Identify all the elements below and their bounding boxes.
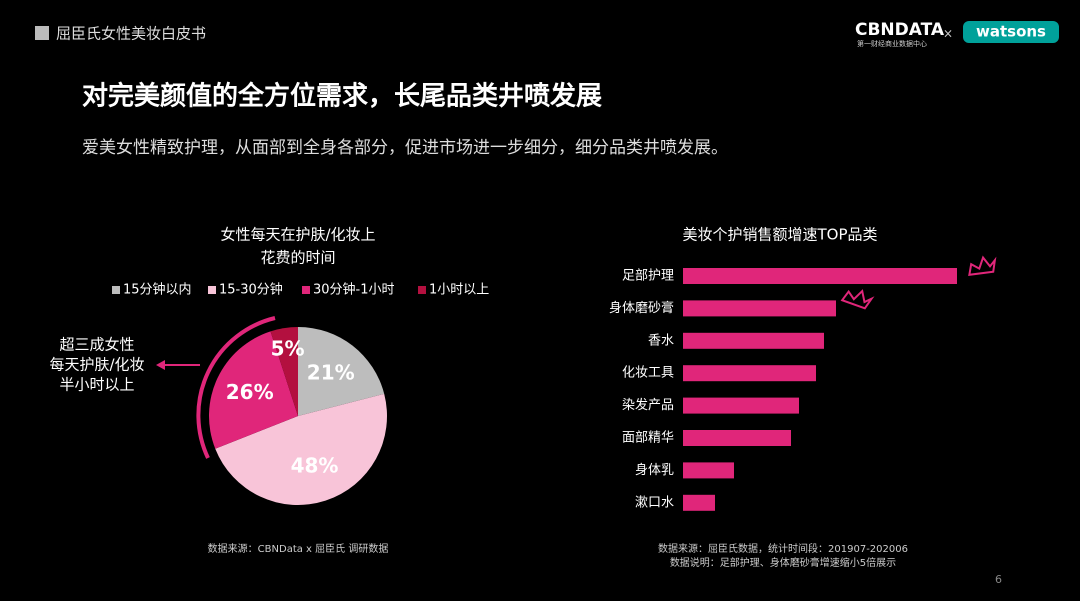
bar	[683, 430, 791, 446]
logo-sub: 第一财经商业数据中心	[857, 39, 927, 48]
bar	[683, 494, 715, 511]
partner-logo-bg	[963, 21, 1059, 43]
slide-title: 对完美颜值的全方位需求，长尾品类井喷发展	[82, 81, 602, 112]
category-label: 化妆工具	[622, 366, 674, 381]
annotation-arrowhead	[156, 360, 165, 370]
bar	[683, 462, 734, 479]
slide-subtitle: 爱美女性精致护理，从面部到全身各部分，促进市场进一步细分，细分品类井喷发展。	[82, 138, 728, 158]
source-note: 数据来源：CBNData x 屈臣氏 调研数据	[208, 542, 389, 555]
legend-label: 15-30分钟	[219, 282, 283, 298]
category-label: 面部精华	[622, 431, 674, 446]
pie-slice	[270, 327, 298, 416]
bar	[683, 332, 824, 349]
category-label: 身体乳	[635, 462, 674, 478]
category-label: 足部护理	[622, 269, 674, 284]
pie-slice	[215, 393, 388, 506]
pie-slice	[298, 327, 385, 416]
legend-swatch	[418, 286, 426, 294]
category-label: 身体磨砂膏	[609, 300, 674, 316]
annotation: 超三成女性	[59, 336, 134, 354]
data-label: 26%	[226, 380, 274, 404]
data-label: 5%	[271, 337, 305, 361]
logo-separator: ×	[943, 27, 953, 41]
bar	[683, 300, 836, 317]
chart-title: 女性每天在护肤/化妆上	[220, 226, 375, 244]
legend-label: 30分钟-1小时	[313, 282, 395, 298]
bar	[683, 268, 957, 284]
legend-label: 15分钟以内	[123, 282, 192, 298]
category-label: 漱口水	[635, 495, 674, 510]
source-note: 数据说明：足部护理、身体磨砂膏增速缩小5倍展示	[670, 556, 896, 569]
bar	[683, 397, 799, 414]
data-label: 21%	[307, 360, 355, 384]
logo: CBNDATA	[855, 20, 945, 40]
page-number: 6	[995, 573, 1002, 586]
legend-swatch	[112, 286, 120, 294]
chart-title: 美妆个护销售额增速TOP品类	[682, 226, 877, 244]
annotation-arc	[196, 316, 276, 459]
chart-title: 花费的时间	[260, 249, 335, 267]
pie-slice	[209, 331, 298, 449]
bar	[683, 365, 816, 382]
source-note: 数据来源：屈臣氏数据，统计时间段：201907-202006	[658, 542, 908, 555]
annotation: 每天护肤/化妆	[49, 356, 144, 374]
header-icon	[35, 26, 49, 40]
category-label: 染发产品	[622, 397, 674, 413]
legend-swatch	[208, 286, 216, 294]
annotation: 半小时以上	[59, 376, 134, 394]
category-label: 香水	[648, 333, 674, 348]
legend-swatch	[302, 286, 310, 294]
report-name: 屈臣氏女性美妆白皮书	[56, 25, 206, 43]
data-label: 48%	[291, 453, 339, 477]
partner-logo: watsons	[976, 23, 1046, 41]
legend-label: 1小时以上	[429, 283, 489, 298]
crown-icon	[840, 289, 875, 310]
crown-icon	[968, 255, 997, 276]
